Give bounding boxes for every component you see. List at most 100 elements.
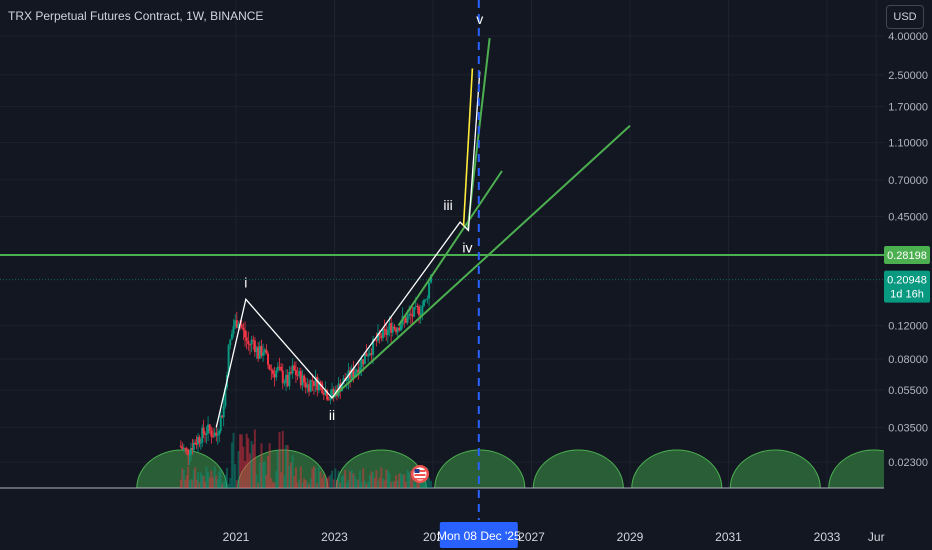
volume-bar bbox=[352, 473, 355, 488]
time-axis: 2021 2023 202 2027 2029 2031 2033 Jur Mon 08 Dec… bbox=[0, 520, 932, 550]
price-tick-label: 1.70000 bbox=[888, 102, 928, 114]
volume-bar bbox=[399, 473, 402, 488]
volume-bar bbox=[189, 478, 192, 488]
candle-body bbox=[248, 344, 251, 346]
volume-bar bbox=[331, 470, 334, 488]
volume-bar bbox=[377, 480, 380, 488]
candle-body bbox=[370, 353, 373, 355]
candle-body bbox=[234, 320, 237, 327]
candle-body bbox=[189, 448, 192, 455]
volume-bar bbox=[294, 467, 297, 488]
volume-bar bbox=[368, 475, 371, 488]
candle-body bbox=[419, 313, 422, 316]
volume-bar bbox=[342, 475, 345, 488]
volume-bar bbox=[289, 462, 292, 488]
volume-bar bbox=[205, 466, 208, 488]
volume-bar bbox=[181, 468, 184, 488]
candle-body bbox=[306, 384, 309, 388]
level-badge-label: 0.28198 bbox=[887, 250, 927, 262]
volume-bar bbox=[367, 481, 370, 488]
candle-body bbox=[393, 326, 396, 329]
volume-bar bbox=[324, 477, 327, 488]
candle-body bbox=[416, 306, 419, 308]
candle-body bbox=[355, 369, 358, 373]
candle-body bbox=[322, 393, 325, 395]
candle-body bbox=[240, 324, 243, 328]
candle-body bbox=[396, 327, 399, 333]
volume-bar bbox=[285, 445, 288, 488]
symbol-title: TRX Perpetual Futures Contract, 1W, BINA… bbox=[8, 9, 264, 23]
time-tick-label: 202 bbox=[423, 530, 443, 544]
volume-bar bbox=[321, 478, 324, 488]
cycle-arc bbox=[136, 449, 228, 489]
candle-body bbox=[319, 381, 322, 384]
volume-bar bbox=[317, 466, 320, 488]
time-marker-label: Mon 08 Dec '25 bbox=[437, 529, 521, 543]
volume-bar bbox=[375, 470, 378, 488]
candle-body bbox=[210, 430, 213, 437]
volume-bar bbox=[421, 482, 424, 488]
volume-bar bbox=[262, 462, 265, 488]
volume-bar bbox=[291, 455, 294, 488]
candle-body bbox=[363, 353, 366, 365]
candle-body bbox=[201, 427, 204, 443]
price-tick-label: 0.08000 bbox=[888, 354, 928, 366]
price-axis: 4.00000 2.50000 1.70000 1.10000 0.70000 0.450… bbox=[884, 0, 932, 520]
volume-bar bbox=[365, 483, 368, 488]
price-candles bbox=[179, 273, 433, 466]
volume-bar bbox=[234, 464, 237, 488]
candle-body bbox=[216, 434, 219, 436]
candle-body bbox=[409, 313, 412, 315]
volume-bar bbox=[398, 473, 401, 488]
volume-bar bbox=[215, 475, 218, 488]
volume-bar bbox=[219, 469, 222, 488]
trendline bbox=[331, 124, 631, 399]
candle-body bbox=[247, 340, 250, 345]
candle-body bbox=[354, 372, 357, 377]
candle-body bbox=[185, 448, 188, 450]
volume-bar bbox=[358, 470, 361, 488]
volume-bar bbox=[345, 482, 348, 488]
volume-bar bbox=[349, 471, 352, 488]
candle-body bbox=[212, 436, 215, 438]
volume-bar bbox=[240, 434, 243, 488]
volume-bar bbox=[208, 477, 211, 488]
candle-body bbox=[204, 433, 207, 435]
candle-body bbox=[391, 326, 394, 333]
candle-body bbox=[421, 305, 424, 314]
time-tick-label: 2023 bbox=[321, 530, 348, 544]
volume-bar bbox=[225, 467, 228, 488]
candle-body bbox=[303, 375, 306, 383]
candle-body bbox=[381, 328, 384, 339]
current-price-badge bbox=[884, 270, 930, 303]
volume-bar bbox=[207, 472, 210, 488]
volume-bar bbox=[191, 479, 194, 488]
volume-bar bbox=[314, 467, 317, 488]
us-flag-event-icon[interactable] bbox=[411, 465, 429, 483]
candle-body bbox=[227, 345, 230, 376]
volume-bar bbox=[388, 473, 391, 488]
volume-bar bbox=[247, 438, 250, 488]
candle-body bbox=[202, 427, 205, 434]
candle-body bbox=[352, 368, 355, 377]
volume-bar bbox=[386, 470, 389, 488]
time-tick-label: 2029 bbox=[617, 530, 644, 544]
volume-bar bbox=[372, 472, 375, 488]
cycle-arcs bbox=[0, 449, 920, 489]
volume-bar bbox=[245, 433, 248, 488]
volume-bar bbox=[210, 470, 213, 488]
currency-button[interactable]: USD bbox=[886, 5, 924, 29]
volume-bar bbox=[192, 470, 195, 488]
candle-body bbox=[367, 355, 370, 357]
candle-body bbox=[413, 307, 416, 317]
price-tick-label: 0.70000 bbox=[888, 175, 928, 187]
time-marker-badge bbox=[439, 522, 518, 548]
volume-bar bbox=[335, 479, 338, 488]
candle-body bbox=[296, 375, 299, 377]
candle-body bbox=[304, 382, 307, 388]
volume-bar bbox=[355, 479, 358, 488]
candle-body bbox=[191, 448, 194, 451]
candle-body bbox=[267, 353, 270, 365]
candle-body bbox=[224, 387, 227, 407]
